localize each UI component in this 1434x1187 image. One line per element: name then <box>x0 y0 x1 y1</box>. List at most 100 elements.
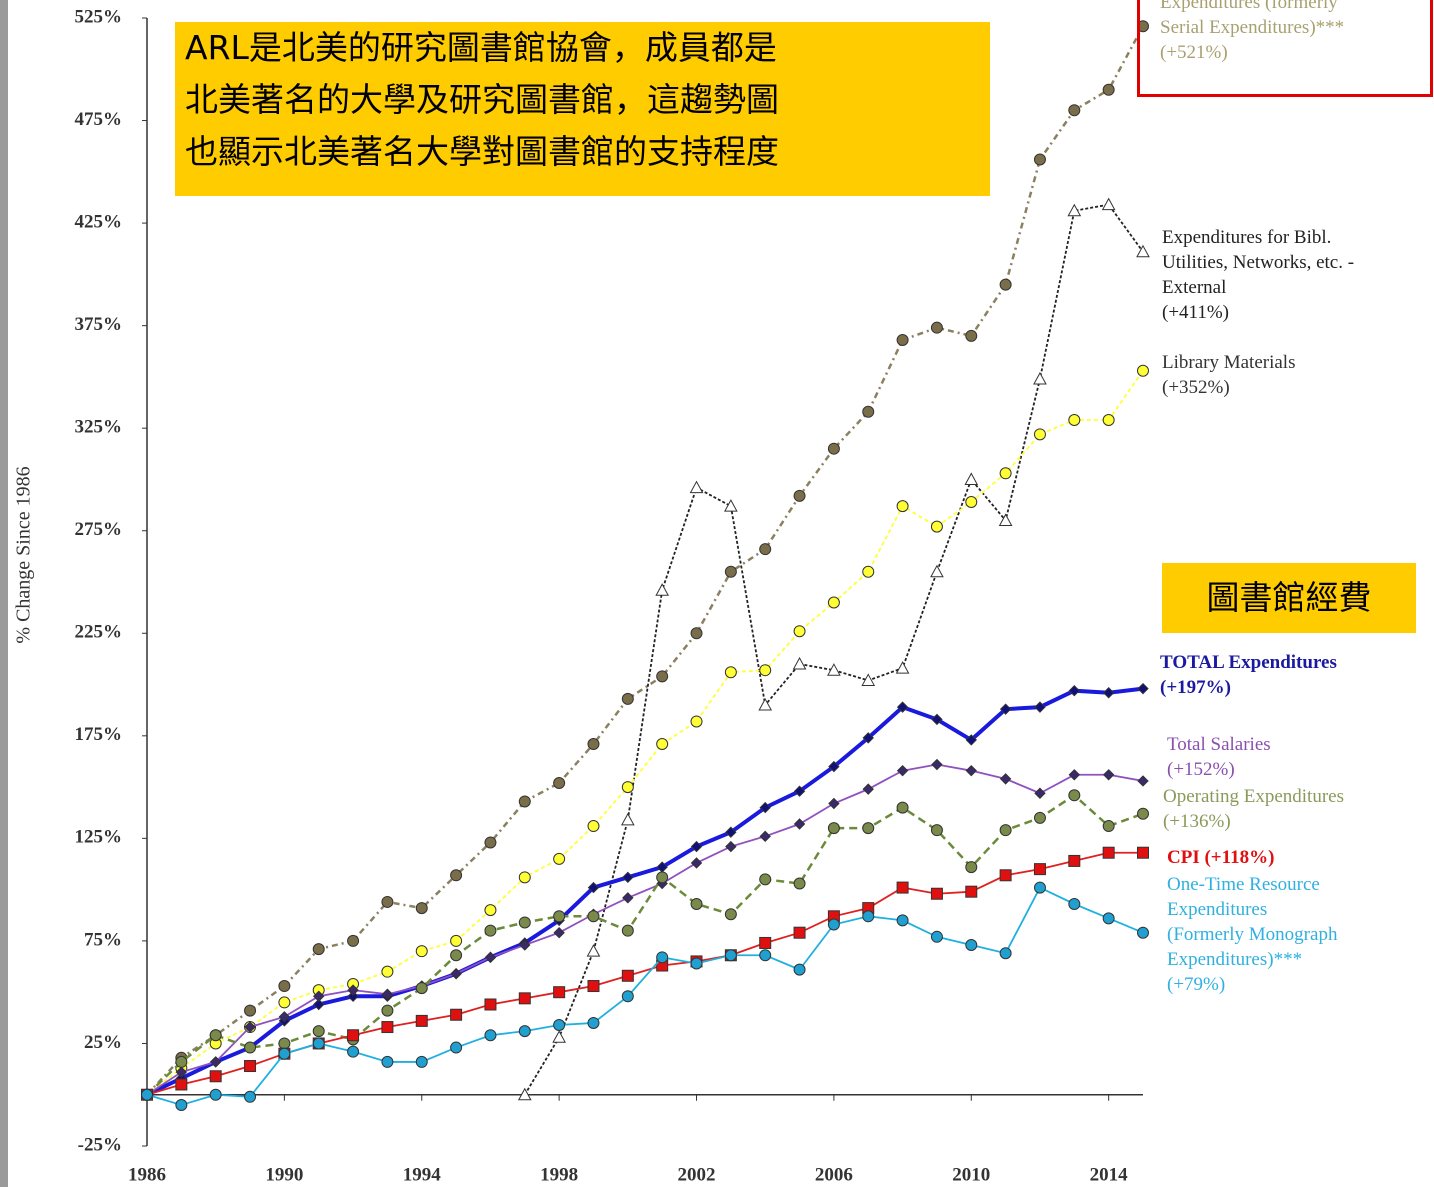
point <box>552 1030 566 1043</box>
point <box>1067 203 1082 217</box>
point <box>1102 846 1115 859</box>
legend-label: Expenditures for Bibl. Utilities, Networ… <box>1162 227 1355 323</box>
point <box>1137 682 1149 695</box>
point <box>690 627 703 640</box>
y-axis-label: % Change Since 1986 <box>13 466 35 643</box>
point <box>895 661 910 674</box>
point <box>484 1029 497 1042</box>
point <box>862 405 875 418</box>
point <box>862 910 875 923</box>
point <box>1137 807 1149 820</box>
point <box>381 895 394 908</box>
point <box>450 1041 463 1054</box>
point <box>484 904 497 917</box>
point <box>861 673 876 686</box>
y-tick-label: 125% <box>75 827 123 848</box>
point <box>759 949 772 962</box>
point <box>622 871 634 884</box>
point <box>828 760 840 773</box>
point <box>450 949 463 962</box>
point <box>1033 428 1046 441</box>
x-tick-label: 1998 <box>540 1164 578 1185</box>
point <box>896 500 909 513</box>
point <box>347 1045 360 1058</box>
point <box>793 785 806 797</box>
point <box>690 840 703 853</box>
point <box>553 1018 566 1031</box>
point <box>518 916 531 929</box>
point <box>484 951 497 964</box>
y-tick-label: 525% <box>75 6 123 27</box>
point <box>999 773 1012 785</box>
series-line <box>524 203 1144 1096</box>
x-tick-label: 1990 <box>265 1164 303 1185</box>
point <box>896 914 909 927</box>
point <box>1033 153 1046 166</box>
point <box>621 781 634 794</box>
point <box>725 840 737 853</box>
point <box>965 939 978 952</box>
point <box>725 826 737 838</box>
point <box>828 797 840 810</box>
point <box>620 812 635 826</box>
point <box>1137 364 1149 377</box>
point <box>381 988 394 1000</box>
point <box>759 664 772 677</box>
point <box>965 861 978 874</box>
point <box>450 1008 463 1021</box>
point <box>518 795 531 808</box>
point <box>450 934 463 947</box>
point <box>1102 687 1115 699</box>
point <box>518 871 531 884</box>
point <box>586 944 601 957</box>
point <box>553 986 566 999</box>
point <box>999 467 1012 480</box>
point <box>759 873 772 886</box>
point <box>1034 787 1046 799</box>
point <box>1137 926 1149 939</box>
point <box>621 692 634 705</box>
point <box>690 857 703 869</box>
point <box>930 564 944 578</box>
point <box>621 990 634 1003</box>
point <box>759 543 772 556</box>
point <box>415 1055 428 1068</box>
point <box>244 1021 256 1033</box>
point <box>1068 769 1081 781</box>
point <box>484 998 497 1011</box>
point <box>517 1087 532 1101</box>
point <box>1034 701 1046 713</box>
point <box>930 824 943 837</box>
edge-strip <box>0 0 8 1187</box>
point <box>518 992 531 1005</box>
point <box>621 969 634 982</box>
x-tick-label: 2002 <box>678 1164 716 1185</box>
point <box>896 801 909 814</box>
point <box>999 869 1012 882</box>
point <box>450 968 462 980</box>
y-tick-label: 275% <box>75 519 123 540</box>
point <box>689 480 704 494</box>
point <box>759 936 772 949</box>
point <box>758 698 773 711</box>
point <box>793 963 806 976</box>
point <box>656 738 669 751</box>
annotation: 圖書館經費 <box>1162 563 1416 633</box>
point <box>209 1070 222 1083</box>
series-line <box>146 886 1144 1106</box>
highlight-box <box>1137 0 1433 97</box>
point <box>347 934 360 947</box>
point <box>999 703 1012 715</box>
point <box>141 1088 153 1101</box>
point <box>347 1029 360 1042</box>
point <box>690 715 703 728</box>
legend-label: One-Time Resource Expenditures (Formerly… <box>1167 874 1338 995</box>
point <box>862 565 875 578</box>
point <box>896 333 909 346</box>
y-tick-label: 425% <box>75 211 123 232</box>
point <box>724 949 737 962</box>
point <box>724 565 737 578</box>
point <box>896 881 909 894</box>
y-tick-label: 375% <box>75 314 123 335</box>
point <box>1033 863 1046 876</box>
